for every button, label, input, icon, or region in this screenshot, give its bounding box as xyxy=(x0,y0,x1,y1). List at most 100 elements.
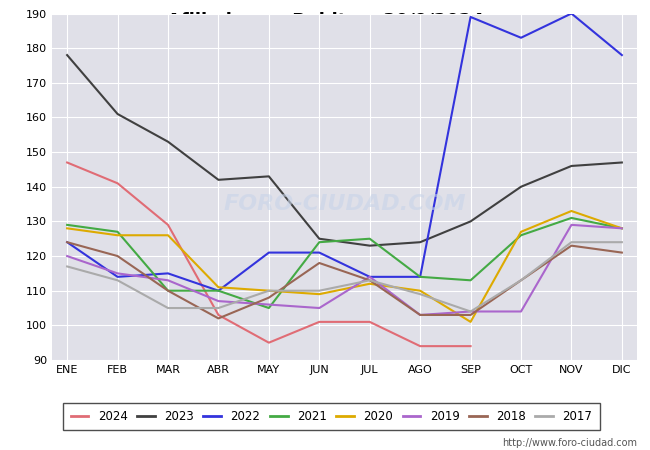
2024 xyxy=(366,319,374,324)
2019 xyxy=(114,271,122,276)
2024 xyxy=(416,343,424,349)
2018 xyxy=(265,295,273,300)
2017 xyxy=(416,292,424,297)
2020 xyxy=(63,225,71,231)
2020 xyxy=(114,233,122,238)
2019 xyxy=(416,312,424,318)
2017 xyxy=(467,309,474,314)
2022 xyxy=(517,35,525,40)
2024 xyxy=(265,340,273,346)
Line: 2017: 2017 xyxy=(67,242,622,311)
2017 xyxy=(366,278,374,283)
Text: http://www.foro-ciudad.com: http://www.foro-ciudad.com xyxy=(502,438,637,448)
2022 xyxy=(315,250,323,255)
2020 xyxy=(517,229,525,234)
2019 xyxy=(164,278,172,283)
2020 xyxy=(416,288,424,293)
2023 xyxy=(467,219,474,224)
2019 xyxy=(63,253,71,259)
2021 xyxy=(164,288,172,293)
2018 xyxy=(567,243,575,248)
2022 xyxy=(265,250,273,255)
2018 xyxy=(618,250,626,255)
Line: 2018: 2018 xyxy=(67,242,622,319)
2022 xyxy=(366,274,374,279)
2018 xyxy=(366,278,374,283)
2021 xyxy=(416,274,424,279)
2023 xyxy=(164,139,172,144)
2018 xyxy=(63,239,71,245)
Text: FORO-CIUDAD.COM: FORO-CIUDAD.COM xyxy=(223,194,466,214)
2019 xyxy=(517,309,525,314)
2023 xyxy=(517,184,525,189)
2019 xyxy=(265,302,273,307)
2023 xyxy=(366,243,374,248)
2023 xyxy=(214,177,222,183)
2021 xyxy=(567,215,575,220)
2021 xyxy=(517,233,525,238)
2023 xyxy=(618,160,626,165)
2018 xyxy=(114,253,122,259)
2024 xyxy=(164,222,172,228)
Line: 2023: 2023 xyxy=(67,55,622,246)
2017 xyxy=(164,306,172,311)
2018 xyxy=(517,278,525,283)
2020 xyxy=(214,284,222,290)
2017 xyxy=(618,239,626,245)
2018 xyxy=(164,288,172,293)
2019 xyxy=(467,309,474,314)
2019 xyxy=(567,222,575,228)
2021 xyxy=(315,239,323,245)
2021 xyxy=(265,306,273,311)
2018 xyxy=(315,260,323,265)
2017 xyxy=(517,278,525,283)
2020 xyxy=(164,233,172,238)
2020 xyxy=(315,292,323,297)
2018 xyxy=(416,312,424,318)
2024 xyxy=(63,160,71,165)
2023 xyxy=(416,239,424,245)
2024 xyxy=(114,180,122,186)
2020 xyxy=(265,288,273,293)
2017 xyxy=(114,278,122,283)
2018 xyxy=(467,312,474,318)
2023 xyxy=(63,52,71,58)
2023 xyxy=(265,174,273,179)
2022 xyxy=(467,14,474,20)
2017 xyxy=(265,288,273,293)
2021 xyxy=(366,236,374,241)
2024 xyxy=(214,312,222,318)
2021 xyxy=(214,288,222,293)
Line: 2020: 2020 xyxy=(67,211,622,322)
2018 xyxy=(214,316,222,321)
2021 xyxy=(618,225,626,231)
2020 xyxy=(567,208,575,214)
2023 xyxy=(114,111,122,117)
2017 xyxy=(214,306,222,311)
Line: 2022: 2022 xyxy=(67,14,622,291)
2017 xyxy=(315,288,323,293)
2019 xyxy=(618,225,626,231)
2023 xyxy=(567,163,575,169)
2020 xyxy=(366,281,374,287)
Line: 2019: 2019 xyxy=(67,225,622,315)
2022 xyxy=(416,274,424,279)
2022 xyxy=(63,239,71,245)
2020 xyxy=(467,319,474,324)
2019 xyxy=(214,298,222,304)
2022 xyxy=(114,274,122,279)
Line: 2024: 2024 xyxy=(67,162,471,346)
2022 xyxy=(567,11,575,16)
Text: Afiliados en Rubite a 30/9/2024: Afiliados en Rubite a 30/9/2024 xyxy=(166,11,484,29)
2019 xyxy=(366,274,374,279)
2020 xyxy=(618,225,626,231)
2021 xyxy=(114,229,122,234)
2024 xyxy=(315,319,323,324)
2022 xyxy=(214,288,222,293)
2017 xyxy=(567,239,575,245)
2017 xyxy=(63,264,71,269)
Line: 2021: 2021 xyxy=(67,218,622,308)
2022 xyxy=(618,52,626,58)
2024 xyxy=(467,343,474,349)
2023 xyxy=(315,236,323,241)
